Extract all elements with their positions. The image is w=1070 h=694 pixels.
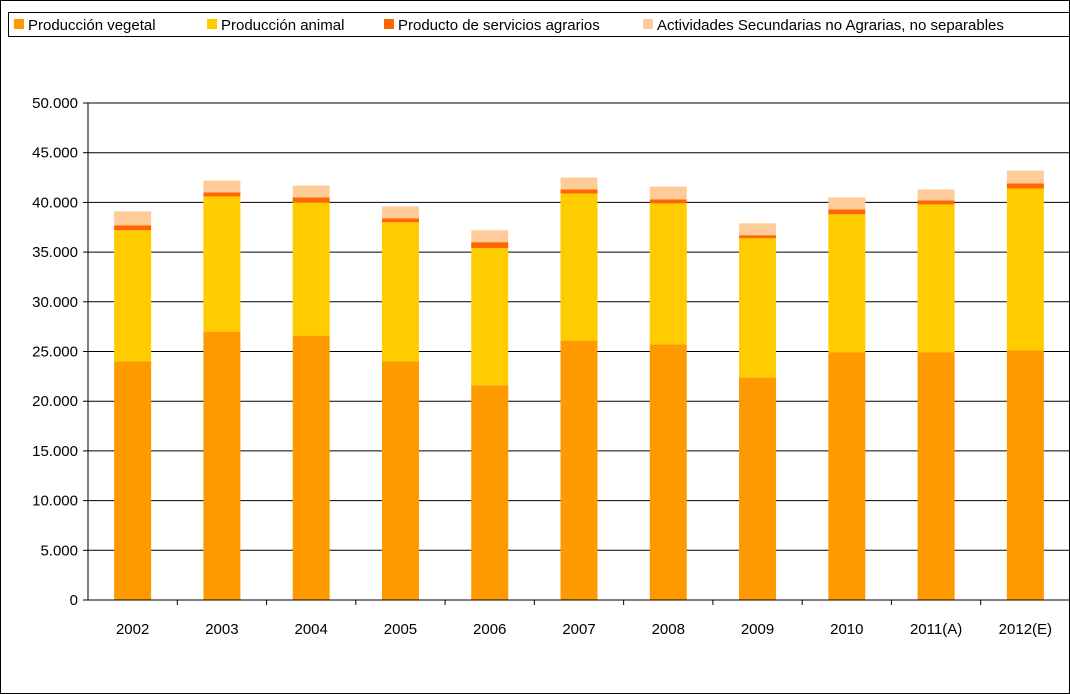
y-tick-label: 25.000 (32, 344, 78, 361)
bar-segment (114, 361, 152, 600)
bar-segment (739, 223, 777, 236)
bar-segment (203, 196, 241, 332)
bar-segment (292, 335, 330, 600)
axes (83, 102, 1070, 605)
bar-segment (917, 204, 955, 353)
bar-segment (649, 199, 687, 204)
bar-segment (381, 206, 419, 219)
x-tick-label: 2006 (473, 621, 506, 638)
legend-label: Producción vegetal (28, 17, 156, 34)
bar-segment (917, 189, 955, 201)
legend-swatch (384, 19, 394, 29)
bar-segment (471, 242, 509, 249)
x-tick-label: 2003 (205, 621, 238, 638)
x-tick-label: 2009 (741, 621, 774, 638)
bar-segment (381, 218, 419, 223)
bar-segment (114, 230, 152, 362)
bar-segment (292, 202, 330, 336)
bar-segment (649, 186, 687, 200)
bar-segment (739, 235, 777, 239)
bar-segment (114, 225, 152, 231)
bar-segment (1006, 170, 1044, 184)
legend-swatch (207, 19, 217, 29)
bar-segment (739, 377, 777, 600)
y-tick-label: 50.000 (32, 95, 78, 112)
y-tick-label: 30.000 (32, 294, 78, 311)
legend: Producción vegetal Producción animal Produ… (14, 17, 1004, 34)
bar-segment (1006, 188, 1044, 351)
bar-segment (828, 214, 866, 353)
x-tick-label: 2004 (294, 621, 327, 638)
legend-label: Producción animal (221, 17, 344, 34)
bar-segment (1006, 350, 1044, 600)
legend-label: Actividades Secundarias no Agrarias, no … (657, 17, 1004, 34)
bar-segment (381, 222, 419, 362)
bar-segment (292, 197, 330, 203)
bar-segment (649, 344, 687, 600)
y-tick-label: 40.000 (32, 194, 78, 211)
bar-segment (203, 180, 241, 193)
y-tick-label: 0 (70, 592, 78, 609)
bar-segment (1006, 183, 1044, 189)
y-tick-labels: 0 5.000 10.000 15.000 20.000 25.000 30.000 35.0… (32, 95, 78, 609)
x-tick-label: 2010 (830, 621, 863, 638)
bar-segment (203, 192, 241, 197)
y-tick-label: 20.000 (32, 393, 78, 410)
bar-segment (292, 185, 330, 198)
y-tick-label: 35.000 (32, 244, 78, 261)
bar-segment (917, 352, 955, 600)
bars (114, 170, 1044, 600)
legend-label: Producto de servicios agrarios (398, 17, 600, 34)
bar-segment (471, 385, 509, 600)
bar-segment (828, 209, 866, 215)
legend-box (8, 12, 1070, 37)
x-tick-labels: 2002 2003 2004 2005 2006 2007 2008 2009 2010 2011… (116, 621, 1052, 638)
x-tick-label: 2007 (562, 621, 595, 638)
y-tick-label: 5.000 (40, 542, 78, 559)
bar-segment (917, 200, 955, 205)
bar-segment (739, 238, 777, 378)
y-tick-label: 10.000 (32, 493, 78, 510)
bar-segment (203, 331, 241, 600)
x-tick-label: 2012(E) (999, 621, 1052, 638)
x-tick-label: 2008 (652, 621, 685, 638)
bar-segment (471, 248, 509, 386)
y-tick-label: 45.000 (32, 145, 78, 162)
bar-segment (828, 352, 866, 600)
bar-segment (649, 203, 687, 345)
bar-segment (560, 193, 598, 341)
x-tick-label: 2002 (116, 621, 149, 638)
bar-segment (381, 361, 419, 600)
bar-segment (560, 177, 598, 190)
legend-swatch (643, 19, 653, 29)
bar-segment (114, 211, 152, 226)
x-tick-label: 2011(A) (910, 621, 962, 638)
bar-segment (471, 230, 509, 243)
bar-segment (828, 197, 866, 210)
x-tick-label: 2005 (384, 621, 417, 638)
bar-segment (560, 189, 598, 194)
legend-swatch (14, 19, 24, 29)
bar-segment (560, 340, 598, 600)
y-tick-label: 15.000 (32, 443, 78, 460)
